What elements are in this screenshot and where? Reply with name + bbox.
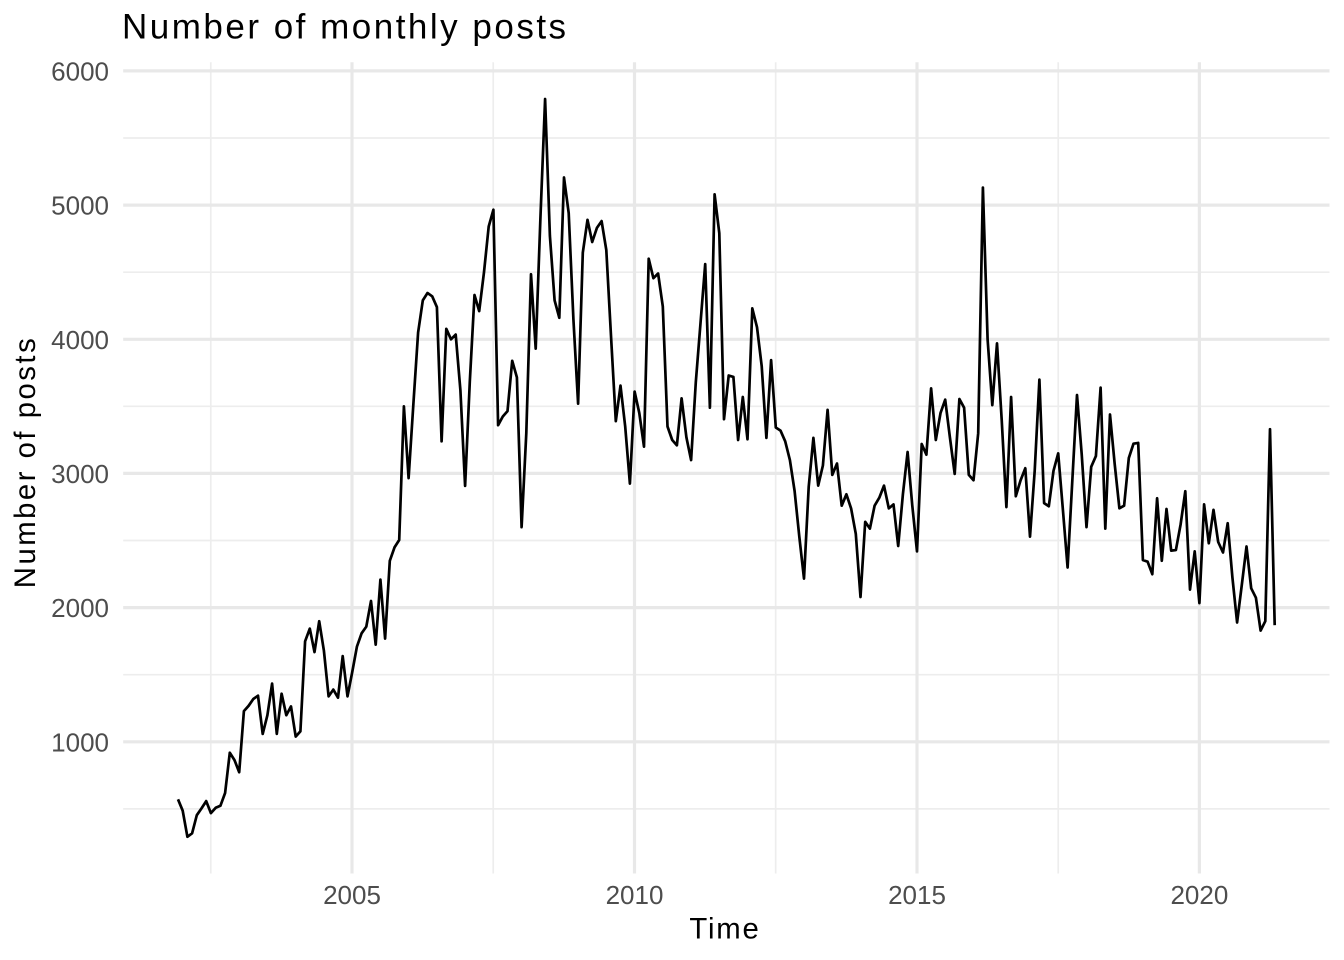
svg-text:Number of monthly posts: Number of monthly posts (122, 8, 569, 47)
svg-text:1000: 1000 (51, 727, 109, 757)
svg-text:Time: Time (689, 913, 760, 946)
svg-text:5000: 5000 (51, 191, 109, 221)
svg-text:2015: 2015 (888, 880, 946, 910)
svg-text:3000: 3000 (51, 459, 109, 489)
svg-text:2020: 2020 (1170, 880, 1228, 910)
svg-text:2000: 2000 (51, 593, 109, 623)
svg-text:2010: 2010 (606, 880, 664, 910)
svg-text:4000: 4000 (51, 325, 109, 355)
svg-text:6000: 6000 (51, 57, 109, 87)
svg-text:Number of posts: Number of posts (9, 336, 42, 588)
svg-text:2005: 2005 (323, 880, 381, 910)
